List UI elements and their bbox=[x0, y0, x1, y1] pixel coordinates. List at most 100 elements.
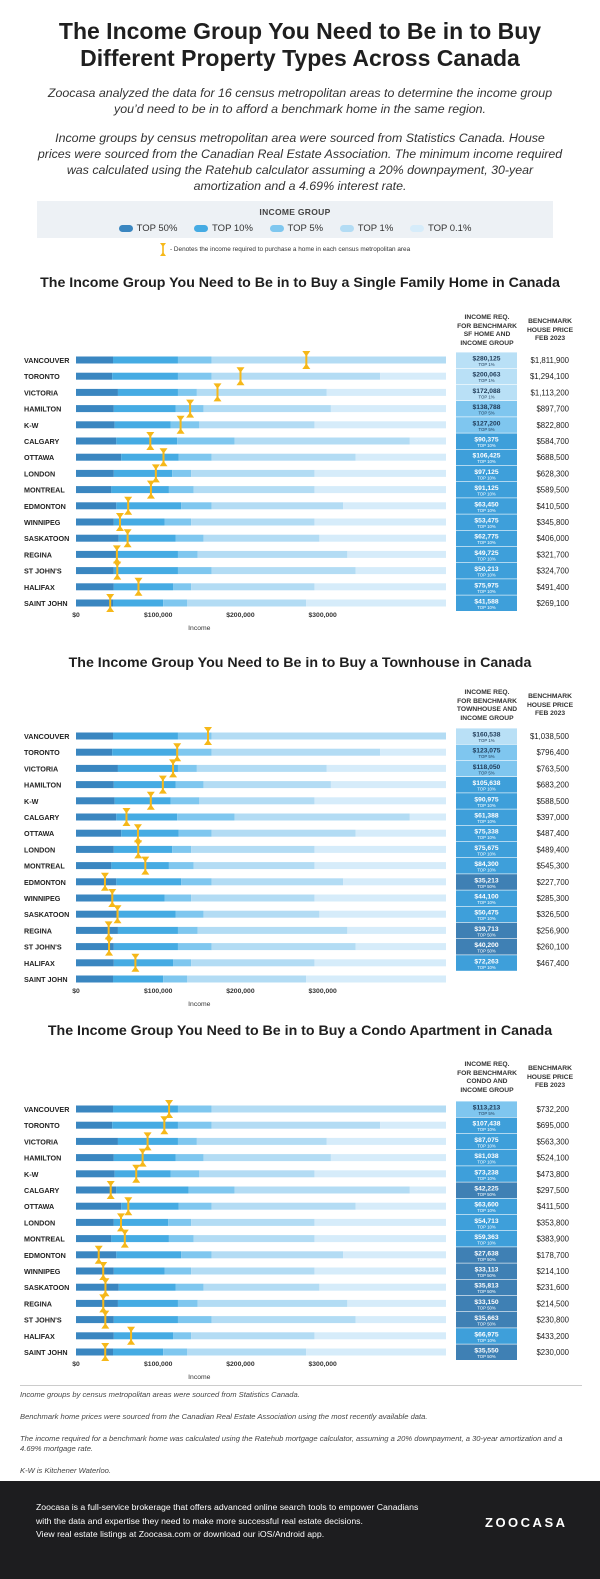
marker-bottom bbox=[101, 1355, 110, 1361]
income-band-bar bbox=[211, 732, 446, 740]
marker-top bbox=[158, 775, 167, 782]
marker-top bbox=[101, 1343, 110, 1349]
income-band-bar bbox=[113, 599, 164, 607]
income-req-value: $91,125 bbox=[474, 485, 498, 492]
income-marker bbox=[302, 351, 311, 369]
zoocasa-logo: ZOOCASA bbox=[485, 1515, 568, 1530]
income-band-bar bbox=[113, 845, 173, 853]
marker-stem bbox=[144, 860, 147, 871]
income-band-bar bbox=[347, 926, 446, 934]
income-band-bar bbox=[191, 1332, 315, 1340]
income-band-bar bbox=[314, 959, 446, 967]
category-label: K-W bbox=[24, 421, 39, 430]
marker-stem bbox=[149, 795, 152, 806]
income-group-label: TOP 50% bbox=[477, 949, 496, 954]
benchmark-price: $584,700 bbox=[536, 437, 569, 446]
income-band-bar bbox=[330, 1154, 446, 1162]
benchmark-price: $489,400 bbox=[536, 845, 569, 854]
income-band-bar bbox=[76, 845, 114, 853]
income-band-bar bbox=[76, 748, 113, 756]
income-band-bar bbox=[211, 502, 344, 510]
income-band-bar bbox=[76, 1267, 114, 1275]
income-req-value: $200,063 bbox=[473, 372, 501, 379]
legend-label-top5: TOP 5% bbox=[287, 223, 324, 234]
marker-bottom bbox=[186, 412, 195, 418]
income-band-bar bbox=[76, 486, 112, 494]
marker-bottom bbox=[158, 788, 167, 794]
benchmark-price: $397,000 bbox=[536, 813, 569, 822]
footer: Zoocasa is a full-service brokerage that… bbox=[0, 1481, 600, 1579]
income-group-label: TOP 50% bbox=[477, 1305, 496, 1310]
income-req-box bbox=[456, 384, 517, 401]
income-band-bar bbox=[211, 453, 356, 461]
income-group-label: TOP 10% bbox=[477, 1241, 496, 1246]
income-marker bbox=[186, 399, 195, 418]
income-req-value: $61,388 bbox=[474, 813, 498, 820]
legend-swatch-top10 bbox=[194, 224, 209, 232]
income-req-box bbox=[456, 563, 517, 579]
category-label: TORONTO bbox=[24, 1121, 60, 1130]
income-band-bar bbox=[177, 437, 235, 445]
marker-bottom bbox=[146, 804, 155, 810]
benchmark-price: $345,800 bbox=[536, 518, 569, 527]
income-band-bar bbox=[76, 1299, 118, 1307]
income-band-bar bbox=[113, 894, 165, 902]
condo-price-header: BENCHMARK HOUSE PRICE FEB 2023 bbox=[520, 1065, 580, 1091]
marker-stem bbox=[111, 893, 114, 903]
income-band-bar bbox=[211, 943, 356, 951]
income-req-box bbox=[456, 368, 517, 385]
benchmark-price: $411,500 bbox=[537, 1202, 570, 1211]
income-group-label: TOP 50% bbox=[477, 1273, 496, 1278]
income-band-bar bbox=[76, 599, 113, 607]
benchmark-price: $256,900 bbox=[536, 926, 569, 935]
income-marker bbox=[176, 415, 185, 434]
income-band-bar bbox=[314, 1218, 446, 1226]
benchmark-price: $410,500 bbox=[536, 502, 569, 511]
income-band-bar bbox=[76, 437, 117, 445]
income-group-label: TOP 5% bbox=[478, 411, 494, 416]
income-group-label: TOP 10% bbox=[477, 787, 496, 792]
th-price-header-line3: FEB 2023 bbox=[534, 710, 566, 718]
income-group-label: TOP 10% bbox=[477, 803, 496, 808]
legend-item-top10: TOP 10% bbox=[194, 223, 253, 234]
marker-bottom bbox=[105, 950, 114, 956]
marker-bottom bbox=[106, 1193, 115, 1199]
income-req-value: $90,975 bbox=[474, 796, 498, 803]
income-band-bar bbox=[178, 1202, 212, 1210]
income-band-bar bbox=[76, 975, 113, 983]
condo-income-req-header: INCOME REQ. FOR BENCHMARK CONDO AND INCO… bbox=[452, 1061, 522, 1095]
income-req-value: $72,263 bbox=[474, 958, 498, 965]
marker-top bbox=[101, 1310, 110, 1317]
income-band-bar bbox=[343, 502, 446, 510]
marker-bottom bbox=[131, 966, 140, 972]
footnote-divider bbox=[20, 1385, 582, 1386]
marker-stem bbox=[103, 876, 106, 887]
benchmark-price: $321,700 bbox=[536, 550, 569, 559]
income-band-bar bbox=[211, 567, 356, 575]
income-req-box bbox=[456, 595, 517, 611]
income-req-value: $138,788 bbox=[473, 404, 501, 411]
townhouse-section-title: The Income Group You Need to Be in to Bu… bbox=[68, 655, 532, 671]
income-req-value: $107,438 bbox=[473, 1121, 501, 1128]
income-band-bar bbox=[193, 1235, 315, 1243]
marker-bottom bbox=[123, 541, 132, 548]
marker-bottom bbox=[176, 428, 185, 434]
income-band-bar bbox=[211, 1121, 381, 1129]
income-marker bbox=[113, 561, 122, 580]
category-label: LONDON bbox=[24, 469, 55, 478]
marker-stem bbox=[161, 779, 164, 790]
income-band-bar bbox=[76, 1121, 113, 1129]
income-band-bar bbox=[76, 926, 118, 934]
income-req-box bbox=[456, 546, 517, 563]
income-band-bar bbox=[76, 1202, 122, 1210]
income-req-value: $123,075 bbox=[473, 748, 501, 755]
income-band-bar bbox=[76, 943, 114, 951]
income-marker bbox=[131, 953, 140, 972]
marker-top bbox=[106, 1181, 115, 1187]
income-band-bar bbox=[191, 583, 315, 591]
sf-price-header-line1: BENCHMARK bbox=[528, 318, 572, 325]
marker-stem bbox=[172, 763, 175, 774]
income-band-bar bbox=[191, 959, 315, 967]
income-band-bar bbox=[113, 1316, 178, 1324]
income-req-box bbox=[456, 1133, 517, 1150]
